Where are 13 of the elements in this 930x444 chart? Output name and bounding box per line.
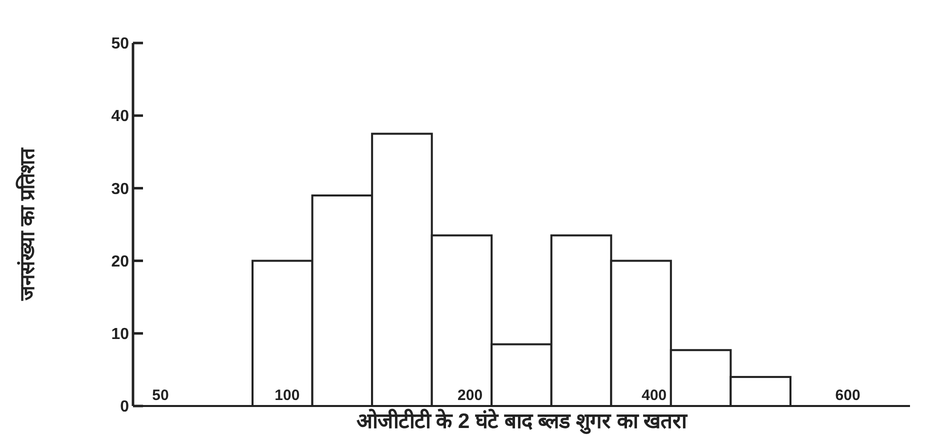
annotation: 200 — [458, 387, 483, 404]
y-tick-label: 10 — [111, 326, 130, 343]
x-axis-title: ओजीटीटी के 2 घंटे बाद ब्लड शुगर का खतरा — [356, 408, 689, 435]
annotation: 50 — [152, 387, 169, 404]
y-tick-label: 50 — [111, 36, 130, 53]
annotation: 100 — [274, 387, 300, 404]
y-tick-label: 0 — [120, 398, 130, 416]
y-axis-title: जनसंख्या का प्रतिशत — [15, 146, 39, 302]
y-tick-label: 30 — [111, 180, 130, 198]
annotation: 400 — [642, 387, 667, 404]
y-tick-label: 20 — [111, 253, 130, 270]
y-tick-label: 40 — [111, 108, 130, 126]
annotation: 600 — [835, 387, 860, 404]
